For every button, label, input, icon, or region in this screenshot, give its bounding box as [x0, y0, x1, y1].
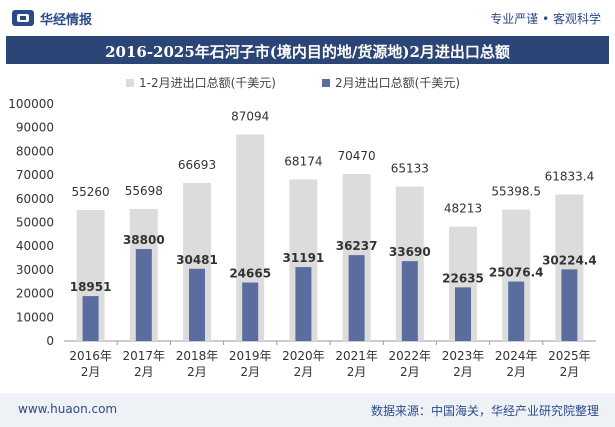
data-label-jan-feb: 55698 [125, 184, 163, 198]
x-tick-label: 2023年 [442, 349, 485, 363]
footer-url: www.huaon.com [18, 402, 118, 416]
data-label-jan-feb: 61833.4 [545, 169, 595, 183]
x-tick-label: 2020年 [282, 349, 325, 363]
x-tick-label: 2月 [81, 365, 101, 379]
chart-title: 2016-2025年石河子市(境内目的地/货源地)2月进出口总额 [105, 43, 510, 61]
y-tick-label: 20000 [16, 287, 54, 301]
y-tick-label: 10000 [16, 310, 54, 324]
data-label-jan-feb: 70470 [338, 149, 376, 163]
data-label-jan-feb: 87094 [231, 110, 269, 124]
title-bar: 2016-2025年石河子市(境内目的地/货源地)2月进出口总额 [6, 36, 609, 64]
legend-swatch-feb [322, 78, 330, 87]
legend-swatch-total [126, 78, 134, 87]
data-label-jan-feb: 55260 [72, 185, 110, 199]
x-tick-label: 2016年 [69, 349, 112, 363]
y-tick-label: 60000 [16, 192, 54, 206]
bar-feb [242, 282, 259, 341]
x-tick-label: 2021年 [335, 349, 378, 363]
x-tick-label: 2月 [400, 365, 420, 379]
y-tick-label: 40000 [16, 239, 54, 253]
x-tick-label: 2024年 [495, 349, 538, 363]
huajing-logo-icon [12, 10, 34, 26]
data-label-jan-feb: 65133 [391, 162, 429, 176]
footer-source: 数据来源：中国海关，华经产业研究院整理 [370, 404, 599, 418]
data-label-feb: 24665 [229, 267, 271, 281]
data-label-feb: 31191 [283, 251, 325, 265]
y-tick-label: 70000 [16, 168, 54, 182]
data-label-feb: 33690 [389, 245, 431, 259]
footer: www.huaon.com 数据来源：中国海关，华经产业研究院整理 [0, 393, 615, 427]
y-tick-label: 0 [46, 334, 54, 348]
x-tick-label: 2月 [134, 365, 154, 379]
data-label-jan-feb: 66693 [178, 158, 216, 172]
y-tick-label: 80000 [16, 144, 54, 158]
bar-feb [189, 268, 205, 341]
legend-item-total: 1-2月进出口总额(千美元) [126, 74, 276, 91]
bar-feb [82, 296, 99, 341]
data-label-feb: 22635 [442, 271, 484, 285]
x-tick-label: 2018年 [176, 349, 219, 363]
data-label-jan-feb: 48213 [444, 202, 482, 216]
x-tick-label: 2月 [240, 365, 260, 379]
x-tick-label: 2022年 [389, 349, 432, 363]
data-label-jan-feb: 55398.5 [491, 185, 541, 199]
legend-label-total: 1-2月进出口总额(千美元) [139, 76, 276, 90]
y-tick-label: 30000 [16, 263, 54, 277]
bar-feb [295, 267, 312, 341]
x-tick-label: 2月 [294, 365, 314, 379]
data-label-feb: 38800 [123, 233, 165, 247]
data-label-feb: 18951 [70, 280, 112, 294]
bar-feb [455, 287, 471, 341]
chart-legend: 1-2月进出口总额(千美元) 2月进出口总额(千美元) [0, 72, 615, 92]
x-tick-label: 2019年 [229, 349, 272, 363]
bar-feb [135, 249, 152, 341]
data-label-feb: 30224.4 [542, 253, 597, 267]
bar-feb [401, 261, 418, 341]
data-label-feb: 25076.4 [489, 266, 544, 280]
x-tick-label: 2月 [560, 365, 580, 379]
top-bar: 华经情报 专业严谨 • 客观科学 [0, 0, 615, 36]
bar-feb [561, 269, 578, 341]
data-label-jan-feb: 68174 [284, 154, 322, 168]
slogan: 专业严谨 • 客观科学 [490, 12, 601, 26]
legend-label-feb: 2月进出口总额(千美元) [335, 76, 460, 90]
y-tick-label: 100000 [8, 97, 54, 111]
x-tick-label: 2月 [506, 365, 526, 379]
data-label-feb: 30481 [176, 253, 218, 267]
bar-chart: 0 10000 20000 30000 40000 50000 60000 70000 8000… [8, 97, 597, 379]
y-tick-label: 90000 [16, 121, 54, 135]
x-tick-label: 2月 [347, 365, 367, 379]
x-tick-label: 2025年 [548, 349, 591, 363]
brand-name: 华经情报 [40, 13, 93, 28]
bar-feb [508, 281, 525, 341]
y-tick-label: 50000 [16, 216, 54, 230]
data-label-feb: 36237 [336, 239, 378, 253]
bar-feb [348, 255, 365, 341]
x-tick-label: 2月 [453, 365, 473, 379]
legend-item-feb: 2月进出口总额(千美元) [322, 74, 460, 91]
x-tick-label: 2017年 [123, 349, 166, 363]
x-tick-label: 2月 [187, 365, 207, 379]
